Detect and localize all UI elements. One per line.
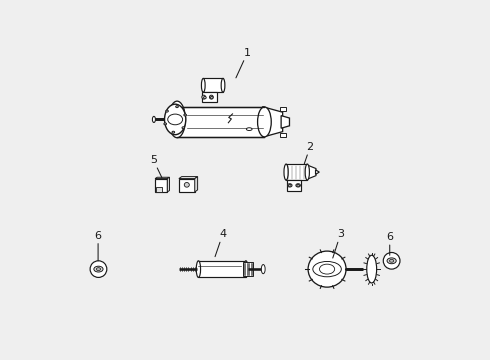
- Ellipse shape: [258, 107, 271, 137]
- Polygon shape: [179, 177, 197, 179]
- Polygon shape: [167, 177, 170, 192]
- Polygon shape: [155, 177, 170, 179]
- Ellipse shape: [203, 96, 206, 99]
- Ellipse shape: [202, 95, 206, 99]
- Text: 2: 2: [304, 142, 314, 164]
- Ellipse shape: [390, 259, 394, 262]
- Ellipse shape: [168, 114, 183, 125]
- Ellipse shape: [244, 261, 248, 278]
- Ellipse shape: [97, 268, 100, 271]
- Bar: [203, 78, 223, 92]
- Ellipse shape: [305, 164, 309, 180]
- Ellipse shape: [176, 106, 178, 108]
- Ellipse shape: [297, 184, 299, 186]
- Ellipse shape: [210, 96, 213, 99]
- Ellipse shape: [182, 127, 185, 129]
- Text: 6: 6: [95, 231, 101, 261]
- Ellipse shape: [289, 184, 291, 186]
- Ellipse shape: [261, 265, 265, 274]
- Ellipse shape: [196, 261, 200, 278]
- Ellipse shape: [169, 101, 185, 138]
- Ellipse shape: [201, 78, 205, 92]
- Ellipse shape: [152, 116, 155, 122]
- Ellipse shape: [246, 128, 252, 131]
- Text: 4: 4: [215, 229, 226, 257]
- Ellipse shape: [221, 78, 225, 92]
- Ellipse shape: [166, 110, 169, 112]
- Polygon shape: [263, 107, 283, 137]
- Polygon shape: [280, 133, 286, 137]
- Polygon shape: [307, 165, 316, 179]
- Ellipse shape: [90, 261, 107, 278]
- Bar: [243, 262, 253, 276]
- Bar: [155, 179, 167, 192]
- Polygon shape: [195, 177, 197, 192]
- Bar: [370, 256, 373, 282]
- Ellipse shape: [94, 266, 103, 272]
- Ellipse shape: [165, 104, 186, 135]
- Bar: [177, 107, 265, 137]
- Ellipse shape: [184, 114, 187, 116]
- Ellipse shape: [172, 131, 174, 133]
- Ellipse shape: [209, 95, 213, 99]
- Ellipse shape: [367, 255, 377, 283]
- Ellipse shape: [383, 252, 400, 269]
- Polygon shape: [316, 170, 319, 174]
- Ellipse shape: [164, 123, 167, 125]
- Polygon shape: [280, 107, 286, 111]
- Ellipse shape: [319, 264, 335, 274]
- Text: 5: 5: [150, 155, 162, 177]
- Text: 6: 6: [386, 232, 393, 255]
- Ellipse shape: [296, 184, 300, 187]
- Text: 3: 3: [333, 229, 344, 258]
- Ellipse shape: [184, 183, 189, 187]
- Ellipse shape: [387, 258, 396, 264]
- Polygon shape: [281, 116, 290, 128]
- Bar: [286, 164, 307, 180]
- Bar: [198, 261, 246, 278]
- Ellipse shape: [308, 251, 346, 287]
- Bar: [287, 180, 301, 190]
- Ellipse shape: [313, 261, 342, 277]
- Polygon shape: [156, 187, 162, 192]
- Text: 1: 1: [236, 48, 251, 78]
- Bar: [202, 92, 217, 102]
- Ellipse shape: [284, 164, 288, 180]
- Bar: [179, 179, 195, 192]
- Ellipse shape: [288, 184, 292, 187]
